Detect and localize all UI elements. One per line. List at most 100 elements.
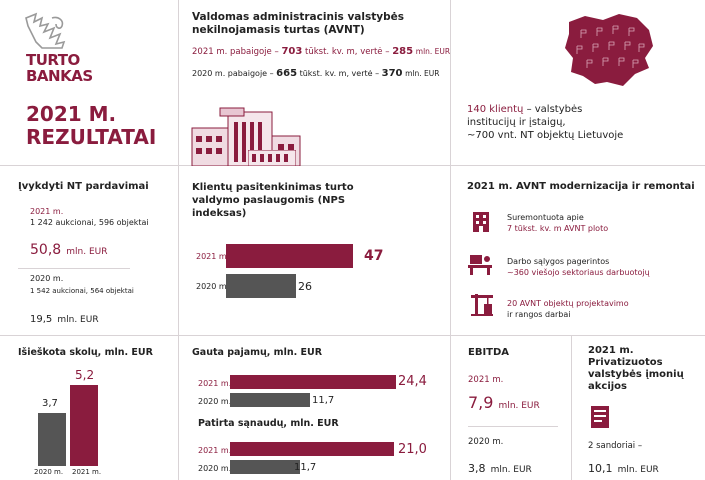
small-building-icon xyxy=(247,149,297,170)
modernization-item-1-line-2: 7 tūkst. kv. m AVNT ploto xyxy=(507,224,609,233)
costs-label-2020: 2020 m. xyxy=(198,464,232,473)
costs-bar-2020 xyxy=(230,460,301,474)
sales-2020-amount: 19,5 xyxy=(30,314,53,325)
ebitda-2021-row: 7,9 mln. EUR xyxy=(468,393,540,412)
modernization-item-3-line-1: 20 AVNT objektų projektavimo xyxy=(507,299,629,308)
income-label-2021: 2021 m. xyxy=(198,379,232,388)
modernization-title: 2021 m. AVNT modernizacija ir remontai xyxy=(467,181,695,192)
ebitda-label-2020: 2020 m. xyxy=(468,437,504,447)
ebitda-value-2020: 3,8 xyxy=(468,462,486,475)
crane-icon xyxy=(469,292,495,322)
griffin-logo-icon xyxy=(22,12,68,54)
sales-2021-detail: 1 242 aukcionai, 596 objektai xyxy=(30,218,149,227)
income-label-2020: 2020 m. xyxy=(198,397,232,406)
ebitda-label-2021: 2021 m. xyxy=(468,375,504,385)
page-title-line-1: 2021 M. xyxy=(26,102,117,126)
divider xyxy=(0,165,705,166)
sales-2020-detail: 1 542 aukcionai, 564 objektai xyxy=(30,287,134,295)
brand-line-2: BANKAS xyxy=(26,67,93,85)
debt-label-2021: 2021 m. xyxy=(72,468,102,476)
lithuania-map-icon xyxy=(563,12,655,92)
avnt-2021-value: 285 xyxy=(392,46,414,57)
nps-value-2020: 26 xyxy=(298,280,312,293)
avnt-2021-line: 2021 m. pabaigoje – 703 tūkst. kv. m, ve… xyxy=(192,46,450,57)
avnt-2020-value: 370 xyxy=(381,68,403,79)
avnt-2020-line: 2020 m. pabaigoje – 665 tūkst. kv. m, ve… xyxy=(192,68,439,79)
clients-line-3: ~700 vnt. NT objektų Lietuvoje xyxy=(467,130,624,141)
ebitda-unit-2021: mln. EUR xyxy=(498,401,540,411)
debt-bar-2021 xyxy=(70,384,98,466)
modernization-item-3: 20 AVNT objektų projektavimo ir rangos d… xyxy=(507,298,629,320)
ebitda-value-2021: 7,9 xyxy=(468,393,494,412)
privatization-title-3: valstybės įmonių xyxy=(588,369,684,380)
office-desk-icon xyxy=(467,253,493,279)
brand-logo-text: TURTO BANKAS xyxy=(26,52,93,84)
costs-value-2021: 21,0 xyxy=(398,442,427,457)
divider xyxy=(571,335,572,480)
ebitda-unit-2020: mln. EUR xyxy=(490,465,532,475)
ebitda-2020-row: 3,8 mln. EUR xyxy=(468,457,532,476)
income-bar-2020 xyxy=(230,393,310,407)
nps-bar-2021 xyxy=(226,244,354,268)
income-value-2021: 24,4 xyxy=(398,374,427,389)
modernization-item-1: Suremontuota apie 7 tūkst. kv. m AVNT pl… xyxy=(507,212,608,234)
avnt-2021-unit: mln. EUR xyxy=(415,47,451,56)
nps-label-2020: 2020 m. xyxy=(196,282,230,291)
income-title: Gauta pajamų, mln. EUR xyxy=(192,347,323,358)
sales-2021-amount-row: 50,8 mln. EUR xyxy=(30,239,108,258)
clients-line-2: institucijų ir įstaigų, xyxy=(467,117,566,128)
ebitda-title: EBITDA xyxy=(468,347,510,358)
privatization-title-1: 2021 m. xyxy=(588,345,634,356)
privatization-amount: 10,1 xyxy=(588,462,613,475)
building-icon xyxy=(469,210,493,238)
debt-label-2020: 2020 m. xyxy=(34,468,64,476)
document-icon xyxy=(590,405,610,433)
privatization-title-2: Privatizuotos xyxy=(588,357,663,368)
debt-bar-2020 xyxy=(38,413,66,466)
divider xyxy=(0,335,705,336)
sales-2020-amount-row: 19,5 mln. EUR xyxy=(30,307,99,326)
costs-value-2020: 11,7 xyxy=(294,462,317,473)
avnt-title: Valdomas administracinis valstybės nekil… xyxy=(192,11,404,36)
clients-summary: 140 klientų – valstybės institucijų ir į… xyxy=(467,103,692,142)
sales-2020-label: 2020 m. xyxy=(30,274,64,283)
privatization-title: 2021 m. Privatizuotos valstybės įmonių a… xyxy=(588,345,684,393)
sales-2020-unit: mln. EUR xyxy=(57,315,99,325)
sales-2021-unit: mln. EUR xyxy=(66,247,108,257)
nps-bar-2020 xyxy=(226,274,297,298)
avnt-2021-area: 703 xyxy=(281,46,303,57)
divider xyxy=(450,0,451,480)
modernization-item-1-line-1: Suremontuota apie xyxy=(507,213,584,222)
privatization-unit: mln. EUR xyxy=(617,465,659,475)
clients-count: 140 klientų xyxy=(467,104,524,115)
nps-label-2021: 2021 m. xyxy=(196,252,230,261)
sales-title: Įvykdyti NT pardavimai xyxy=(18,181,149,192)
sales-2021-label: 2021 m. xyxy=(30,207,64,216)
privatization-title-4: akcijos xyxy=(588,381,628,392)
avnt-2021-prefix: 2021 m. pabaigoje – xyxy=(192,47,279,57)
divider xyxy=(178,0,179,480)
divider xyxy=(468,426,558,427)
modernization-item-2-line-2: ~360 viešojo sektoriaus darbuotojų xyxy=(507,268,650,277)
debt-title: Išieškota skolų, mln. EUR xyxy=(18,347,153,358)
nps-title: Klientų pasitenkinimas turto valdymo pas… xyxy=(192,182,354,219)
avnt-2020-prefix: 2020 m. pabaigoje – xyxy=(192,69,274,78)
privatization-deals: 2 sandoriai – xyxy=(588,441,643,451)
page-title-line-2: REZULTATAI xyxy=(26,125,157,149)
modernization-item-3-line-2: ir rangos darbai xyxy=(507,310,571,319)
costs-title: Patirta sąnaudų, mln. EUR xyxy=(198,418,339,429)
brand-line-1: TURTO xyxy=(26,51,80,69)
avnt-2021-mid: tūkst. kv. m, vertė – xyxy=(305,47,390,57)
costs-label-2021: 2021 m. xyxy=(198,446,232,455)
divider xyxy=(18,268,130,269)
avnt-2020-unit: mln. EUR xyxy=(405,69,440,78)
sales-2021-amount: 50,8 xyxy=(30,242,62,258)
income-value-2020: 11,7 xyxy=(312,395,335,406)
page-title: 2021 M. REZULTATAI xyxy=(26,103,156,149)
privatization-amount-row: 10,1 mln. EUR xyxy=(588,457,659,476)
debt-value-2021: 5,2 xyxy=(75,368,95,382)
nps-value-2021: 47 xyxy=(364,248,384,264)
income-bar-2021 xyxy=(230,375,396,389)
avnt-2020-mid: tūkst. kv. m, vertė – xyxy=(299,69,380,78)
costs-bar-2021 xyxy=(230,442,394,456)
